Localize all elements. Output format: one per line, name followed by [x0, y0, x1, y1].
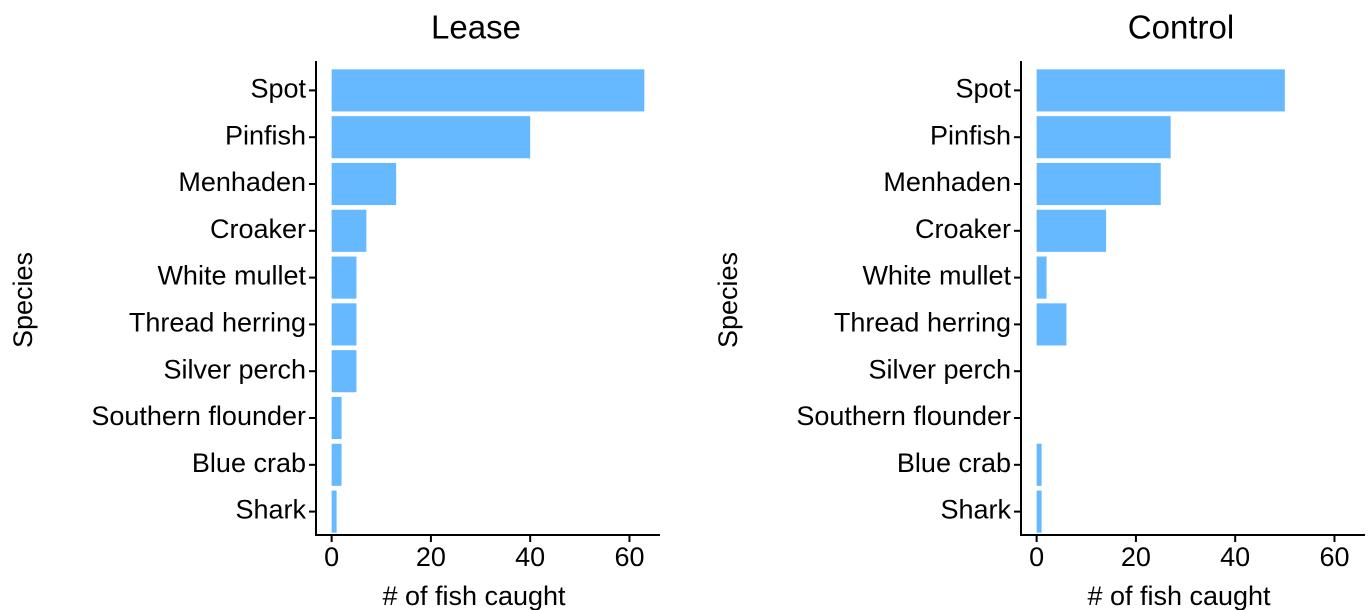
y-tick-label: Silver perch [868, 354, 1011, 384]
y-tick-label: Croaker [915, 214, 1011, 244]
x-axis-label: # of fish caught [1087, 581, 1271, 610]
y-tick-label: Croaker [210, 214, 306, 244]
bar [1036, 490, 1042, 533]
x-tick-label: 20 [416, 542, 446, 572]
y-tick-label: Southern flounder [796, 401, 1011, 431]
bar [1036, 443, 1042, 486]
bar [331, 256, 357, 299]
y-tick-label: Blue crab [897, 448, 1011, 478]
y-tick-label: White mullet [862, 261, 1011, 291]
y-tick-label: Pinfish [225, 120, 306, 150]
x-tick-label: 0 [1029, 542, 1044, 572]
y-tick-label: Shark [235, 495, 306, 525]
bar [331, 209, 367, 252]
y-tick-label: Silver perch [163, 354, 306, 384]
y-tick-label: Thread herring [129, 308, 306, 338]
bar [1036, 256, 1047, 299]
x-tick-label: 20 [1121, 542, 1151, 572]
y-tick-label: Pinfish [930, 120, 1011, 150]
x-tick-label: 40 [1220, 542, 1250, 572]
bar [1036, 116, 1171, 159]
y-tick-label: Spot [955, 74, 1011, 104]
y-axis-label: Species [8, 252, 38, 348]
x-tick-label: 60 [614, 542, 644, 572]
bar [331, 490, 337, 533]
panel-title: Lease [431, 9, 521, 46]
x-tick-label: 60 [1319, 542, 1349, 572]
panel-title: Control [1128, 9, 1234, 46]
bar [331, 303, 357, 346]
y-tick-label: Shark [940, 495, 1011, 525]
bar [331, 69, 645, 112]
bar [331, 443, 342, 486]
x-axis-label: # of fish caught [382, 581, 566, 610]
bar [331, 116, 531, 159]
bar [331, 396, 342, 440]
x-tick-label: 40 [515, 542, 545, 572]
x-tick-label: 0 [324, 542, 339, 572]
y-axis-label: Species [713, 252, 743, 348]
y-tick-label: Southern flounder [91, 401, 306, 431]
bar [331, 162, 397, 206]
y-tick-label: Blue crab [192, 448, 306, 478]
y-tick-label: White mullet [157, 261, 306, 291]
bar [1036, 162, 1161, 206]
bar [1036, 303, 1067, 346]
bar [1036, 209, 1107, 252]
bar [1036, 69, 1285, 112]
bar [331, 350, 357, 393]
y-tick-label: Menhaden [883, 167, 1011, 197]
y-tick-label: Spot [250, 74, 306, 104]
y-tick-label: Menhaden [178, 167, 306, 197]
y-tick-label: Thread herring [834, 308, 1011, 338]
